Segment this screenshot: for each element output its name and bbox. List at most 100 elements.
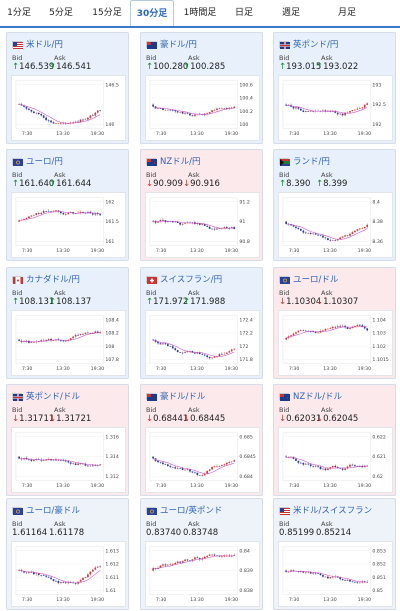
trend-arrow-icon: ↑: [183, 297, 191, 307]
y-tick-label: 172: [239, 344, 248, 350]
y-tick-label: 0.852: [372, 562, 385, 568]
rate-card[interactable]: NZドル/円 Bid Ask ↓90.909 ↓90.916 91.2 91 90.8 7:30…: [140, 149, 263, 261]
mini-candlestick-chart[interactable]: 193 192.5 192 7:30 13:30 19:30: [278, 75, 393, 141]
bid-price: 0.85199: [279, 528, 315, 538]
x-tick-label: 13:30: [323, 131, 337, 137]
currency-pair-link[interactable]: ユーロ/豪ドル: [26, 506, 80, 516]
x-tick-label: 19:30: [225, 483, 239, 489]
y-tick-label: 1.102: [372, 344, 385, 350]
y-tick-label: 100.2: [239, 109, 252, 115]
currency-pair-link[interactable]: 豪ドル/ドル: [160, 392, 206, 402]
currency-pair-link[interactable]: 豪ドル/円: [160, 40, 197, 50]
rate-card[interactable]: 豪ドル/円 Bid Ask ↑100.280 ↑100.285 100.6 100.4 100…: [140, 32, 263, 144]
bid-price: ↑146.539: [12, 62, 55, 72]
bid-ask-labels: Bid Ask: [146, 520, 200, 528]
currency-pair-link[interactable]: NZドル/円: [160, 157, 201, 167]
trend-arrow-icon: ↑: [279, 179, 287, 189]
mini-candlestick-chart[interactable]: 0.622 0.621 0.62 7:30 13:30 19:30: [278, 427, 393, 493]
mini-candlestick-chart[interactable]: 146.5 146 7:30 13:30 19:30: [11, 75, 126, 141]
card-header: ユーロ/英ポンド: [146, 504, 222, 516]
price-row: 0.85199 0.85214: [279, 528, 351, 538]
ask-price: ↓0.62045: [316, 414, 359, 424]
country-flag-icon: [12, 392, 23, 401]
x-tick-label: 13:30: [190, 248, 204, 254]
mini-candlestick-chart[interactable]: 91.2 91 90.8 7:30 13:30 19:30: [145, 192, 260, 258]
card-header: 米ドル/円: [12, 38, 63, 50]
ask-price: ↑171.988: [183, 297, 226, 307]
currency-pair-link[interactable]: 英ポンド/円: [293, 40, 339, 50]
mini-candlestick-chart[interactable]: 1.104 1.103 1.102 1.1015 7:30 13:30 19:30: [278, 310, 393, 376]
trend-arrow-icon: ↑: [316, 62, 324, 72]
currency-pair-link[interactable]: カナダドル/円: [26, 275, 80, 285]
bid-price: ↑8.390: [279, 179, 311, 189]
bid-price: ↑171.972: [146, 297, 189, 307]
currency-pair-link[interactable]: NZドル/ドル: [293, 392, 343, 402]
mini-candlestick-chart[interactable]: 0.84 0.839 0.838 7:30 13:30 19:30: [145, 541, 260, 607]
trend-arrow-icon: ↓: [146, 414, 154, 424]
rate-card[interactable]: 英ポンド/円 Bid Ask ↑193.015 ↑193.022 193 192.5 192 7…: [273, 32, 396, 144]
price-row: ↑146.539 ↑146.541: [12, 62, 91, 72]
tab-0[interactable]: 1分足: [7, 8, 31, 18]
bid-price: 1.61164: [12, 528, 48, 538]
rate-card[interactable]: カナダドル/円 Bid Ask ↑108.131 ↑108.137 108.4 108.2 1…: [6, 267, 129, 379]
rate-card[interactable]: 豪ドル/ドル Bid Ask ↓0.68441 ↓0.68445 0.685 0.6845 0…: [140, 384, 263, 496]
currency-pair-link[interactable]: 英ポンド/ドル: [26, 392, 80, 402]
mini-candlestick-chart[interactable]: 0.853 0.852 0.851 0.85 7:30 13:30 19:30: [278, 541, 393, 607]
rate-card[interactable]: ユーロ/豪ドル Bid Ask 1.61164 1.61178 1.613 1.612 1.6…: [6, 498, 129, 610]
mini-candlestick-chart[interactable]: 162 161.5 161 7:30 13:30 19:30: [11, 192, 126, 258]
y-tick-label: 1.613: [105, 548, 118, 554]
y-tick-label: 108.4: [105, 317, 118, 323]
currency-pair-link[interactable]: ユーロ/円: [26, 157, 63, 167]
y-tick-label: 0.839: [239, 568, 252, 574]
tab-6[interactable]: 週足: [281, 8, 300, 18]
country-flag-icon: [279, 275, 290, 284]
rate-card[interactable]: 米ドル/スイスフラン Bid Ask 0.85199 0.85214 0.853 0.852…: [273, 498, 396, 610]
bid-label: Bid: [146, 406, 157, 414]
card-header: ユーロ/豪ドル: [12, 504, 80, 516]
y-tick-label: 108: [105, 344, 114, 350]
bid-price: ↑193.015: [279, 62, 322, 72]
tab-7[interactable]: 月足: [337, 8, 356, 18]
mini-candlestick-chart[interactable]: 8.4 8.38 8.36 7:30 13:30 19:30: [278, 192, 393, 258]
tab-2[interactable]: 15分足: [92, 8, 122, 18]
tab-4[interactable]: 1時間足: [183, 8, 217, 18]
rate-card[interactable]: ランド/円 Bid Ask ↑8.390 ↑8.399 8.4 8.38 8.36 7:30 13…: [273, 149, 396, 261]
currency-pair-link[interactable]: 米ドル/円: [26, 40, 63, 50]
ask-label: Ask: [54, 289, 66, 297]
bid-label: Bid: [146, 54, 157, 62]
rate-card[interactable]: 英ポンド/ドル Bid Ask ↓1.31711 ↓1.31721 1.316 1.314 1…: [6, 384, 129, 496]
tab-5[interactable]: 日足: [234, 8, 253, 18]
tab-3[interactable]: 30分足: [130, 0, 174, 26]
tab-1[interactable]: 5分足: [49, 8, 73, 18]
x-tick-label: 19:30: [91, 597, 105, 603]
currency-pair-link[interactable]: ランド/円: [293, 157, 330, 167]
x-tick-label: 13:30: [323, 248, 337, 254]
currency-pair-link[interactable]: スイスフラン/円: [160, 275, 223, 285]
mini-candlestick-chart[interactable]: 108.4 108.2 108 107.8 7:30 13:30 19:30: [11, 310, 126, 376]
bid-ask-labels: Bid Ask: [146, 54, 200, 62]
ask-label: Ask: [54, 54, 66, 62]
rate-card[interactable]: ユーロ/英ポンド Bid Ask 0.83740 0.83748 0.84 0.839 0.8…: [140, 498, 263, 610]
mini-candlestick-chart[interactable]: 100.6 100.4 100.2 100 7:30 13:30 19:30: [145, 75, 260, 141]
mini-candlestick-chart[interactable]: 0.685 0.6845 0.684 7:30 13:30 19:30: [145, 427, 260, 493]
card-header: カナダドル/円: [12, 273, 80, 285]
currency-pair-link[interactable]: ユーロ/ドル: [293, 275, 339, 285]
mini-candlestick-chart[interactable]: 172.4 172.2 172 171.8 7:30 13:30 19:30: [145, 310, 260, 376]
mini-candlestick-chart[interactable]: 1.316 1.314 1.312 7:30 13:30 19:30: [11, 427, 126, 493]
y-tick-label: 146: [105, 122, 114, 128]
x-tick-label: 7:30: [22, 366, 33, 372]
rate-card[interactable]: ユーロ/円 Bid Ask ↑161.640 ↑161.644 162 161.5 161 7:…: [6, 149, 129, 261]
rate-card[interactable]: ユーロ/ドル Bid Ask ↓1.10304 ↓1.10307 1.104 1.103 1.…: [273, 267, 396, 379]
ask-label: Ask: [321, 406, 333, 414]
currency-pair-link[interactable]: ユーロ/英ポンド: [160, 506, 223, 516]
currency-pair-link[interactable]: 米ドル/スイスフラン: [293, 506, 373, 516]
y-tick-label: 146.5: [105, 82, 118, 88]
rate-card[interactable]: NZドル/ドル Bid Ask ↓0.62031 ↓0.62045 0.622 0.621 0…: [273, 384, 396, 496]
mini-candlestick-chart[interactable]: 1.613 1.612 1.611 1.61 7:30 13:30 19:30: [11, 541, 126, 607]
rate-card[interactable]: 米ドル/円 Bid Ask ↑146.539 ↑146.541 146.5 146 7:30 1…: [6, 32, 129, 144]
trend-arrow-icon: ↑: [12, 297, 20, 307]
x-tick-label: 19:30: [358, 597, 372, 603]
rate-card[interactable]: スイスフラン/円 Bid Ask ↑171.972 ↑171.988 172.4 172.2…: [140, 267, 263, 379]
y-tick-label: 91: [239, 219, 245, 225]
x-tick-label: 7:30: [156, 597, 167, 603]
